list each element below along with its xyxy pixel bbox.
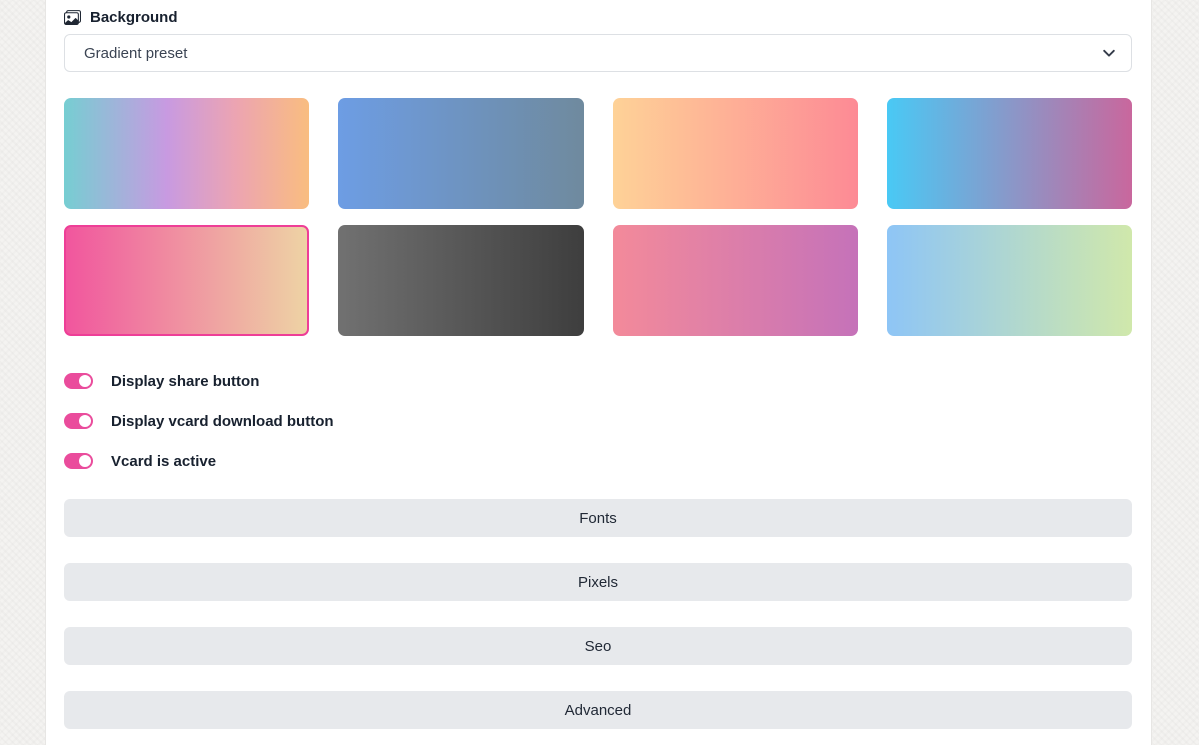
toggle-knob xyxy=(79,415,91,427)
background-label: Background xyxy=(90,8,178,26)
images-icon xyxy=(64,9,81,26)
accordion-section-fonts[interactable]: Fonts xyxy=(64,499,1132,537)
background-type-select[interactable]: Gradient preset xyxy=(64,34,1132,72)
gradient-preset-swatch-gray-charcoal[interactable] xyxy=(338,225,584,336)
toggle-row: Vcard is active xyxy=(64,452,1132,470)
toggle-switch-display-share-button[interactable] xyxy=(64,373,93,389)
gradient-preset-grid xyxy=(64,98,1132,336)
toggle-list: Display share button Display vcard downlo… xyxy=(64,372,1132,470)
toggle-label: Vcard is active xyxy=(111,452,217,470)
settings-panel: Background Gradient preset Display share… xyxy=(45,0,1152,745)
toggle-switch-display-vcard-download-button[interactable] xyxy=(64,413,93,429)
toggle-label: Display share button xyxy=(111,372,260,390)
accordion-section-pixels[interactable]: Pixels xyxy=(64,563,1132,601)
toggle-knob xyxy=(79,455,91,467)
toggle-label: Display vcard download button xyxy=(111,412,334,430)
gradient-preset-swatch-sky-magenta[interactable] xyxy=(886,98,1132,209)
gradient-preset-swatch-teal-lavender-pink-peach[interactable] xyxy=(64,98,310,209)
accordion-list: Fonts Pixels Seo Advanced xyxy=(64,499,1132,729)
gradient-preset-swatch-salmon-orchid[interactable] xyxy=(612,225,858,336)
gradient-preset-swatch-blue-slate[interactable] xyxy=(338,98,584,209)
accordion-section-advanced[interactable]: Advanced xyxy=(64,691,1132,729)
toggle-row: Display vcard download button xyxy=(64,412,1132,430)
toggle-switch-vcard-is-active[interactable] xyxy=(64,453,93,469)
gradient-preset-swatch-hotpink-cream[interactable] xyxy=(64,225,310,336)
accordion-section-seo[interactable]: Seo xyxy=(64,627,1132,665)
toggle-knob xyxy=(79,375,91,387)
gradient-preset-swatch-blue-green[interactable] xyxy=(886,225,1132,336)
toggle-row: Display share button xyxy=(64,372,1132,390)
gradient-preset-swatch-peach-salmon[interactable] xyxy=(612,98,858,209)
background-field-label: Background xyxy=(64,8,1132,26)
